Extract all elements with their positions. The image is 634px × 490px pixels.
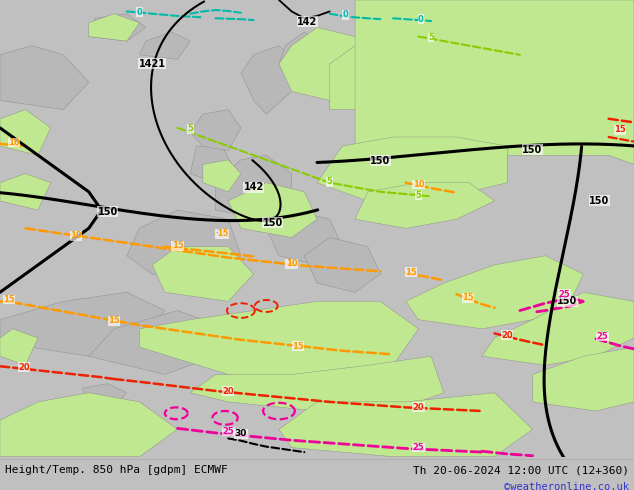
Text: 1421: 1421 (139, 59, 165, 69)
Text: 15: 15 (3, 295, 15, 304)
Text: 25: 25 (223, 427, 234, 436)
Polygon shape (304, 238, 380, 292)
Polygon shape (279, 27, 380, 100)
Polygon shape (139, 301, 418, 384)
Polygon shape (406, 256, 583, 329)
Text: 0: 0 (342, 10, 349, 19)
Polygon shape (317, 137, 507, 201)
Text: 10: 10 (413, 180, 424, 189)
Polygon shape (482, 292, 634, 366)
Polygon shape (0, 46, 89, 110)
Polygon shape (355, 0, 634, 165)
Polygon shape (0, 393, 178, 457)
Text: 15: 15 (405, 268, 417, 277)
Text: 150: 150 (98, 207, 118, 217)
Polygon shape (228, 183, 317, 238)
Text: 25: 25 (559, 290, 570, 298)
Polygon shape (241, 46, 298, 114)
Text: 150: 150 (557, 296, 578, 306)
Polygon shape (279, 32, 323, 82)
Text: 10: 10 (70, 231, 82, 240)
Text: 5: 5 (415, 191, 422, 200)
Text: 20: 20 (413, 403, 424, 412)
Text: 142: 142 (243, 182, 264, 192)
Text: 5: 5 (187, 124, 193, 133)
Polygon shape (139, 32, 190, 59)
Text: 25: 25 (413, 443, 424, 452)
Polygon shape (190, 146, 235, 183)
Polygon shape (0, 110, 51, 155)
Text: 150: 150 (370, 156, 391, 166)
Polygon shape (190, 356, 444, 411)
Polygon shape (203, 160, 241, 192)
Polygon shape (190, 110, 241, 151)
Text: 142: 142 (297, 17, 318, 27)
Text: 150: 150 (262, 218, 283, 228)
Text: 5: 5 (428, 33, 434, 42)
Polygon shape (355, 183, 495, 228)
Text: ©weatheronline.co.uk: ©weatheronline.co.uk (504, 482, 629, 490)
Text: 15: 15 (292, 342, 304, 351)
Polygon shape (152, 246, 254, 301)
Text: Th 20-06-2024 12:00 UTC (12+360): Th 20-06-2024 12:00 UTC (12+360) (413, 465, 629, 475)
Text: 5: 5 (327, 177, 333, 186)
Text: 0: 0 (136, 8, 143, 17)
Text: 10: 10 (8, 138, 20, 147)
Polygon shape (89, 311, 228, 374)
Polygon shape (330, 46, 418, 110)
Polygon shape (279, 393, 533, 457)
Text: 20: 20 (18, 363, 30, 372)
Text: 15: 15 (614, 125, 626, 134)
Polygon shape (82, 384, 127, 406)
Polygon shape (0, 292, 165, 356)
Text: 150: 150 (522, 145, 543, 155)
Polygon shape (0, 173, 51, 210)
Text: 15: 15 (108, 316, 120, 325)
Text: 10: 10 (286, 260, 297, 269)
Text: 20: 20 (501, 331, 513, 340)
Text: 30: 30 (235, 429, 247, 439)
Text: 150: 150 (589, 196, 609, 206)
Polygon shape (216, 155, 292, 219)
Polygon shape (266, 210, 342, 265)
Text: 15: 15 (462, 293, 474, 302)
Text: ·15: ·15 (216, 229, 228, 238)
Polygon shape (89, 14, 146, 41)
Text: 15: 15 (172, 241, 183, 250)
Polygon shape (0, 329, 38, 366)
Text: 20: 20 (223, 387, 234, 396)
Text: 25: 25 (597, 332, 608, 341)
Polygon shape (127, 210, 241, 283)
Polygon shape (533, 347, 634, 411)
Polygon shape (89, 14, 139, 41)
Text: 0: 0 (418, 15, 424, 24)
Text: Height/Temp. 850 hPa [gdpm] ECMWF: Height/Temp. 850 hPa [gdpm] ECMWF (5, 465, 228, 475)
